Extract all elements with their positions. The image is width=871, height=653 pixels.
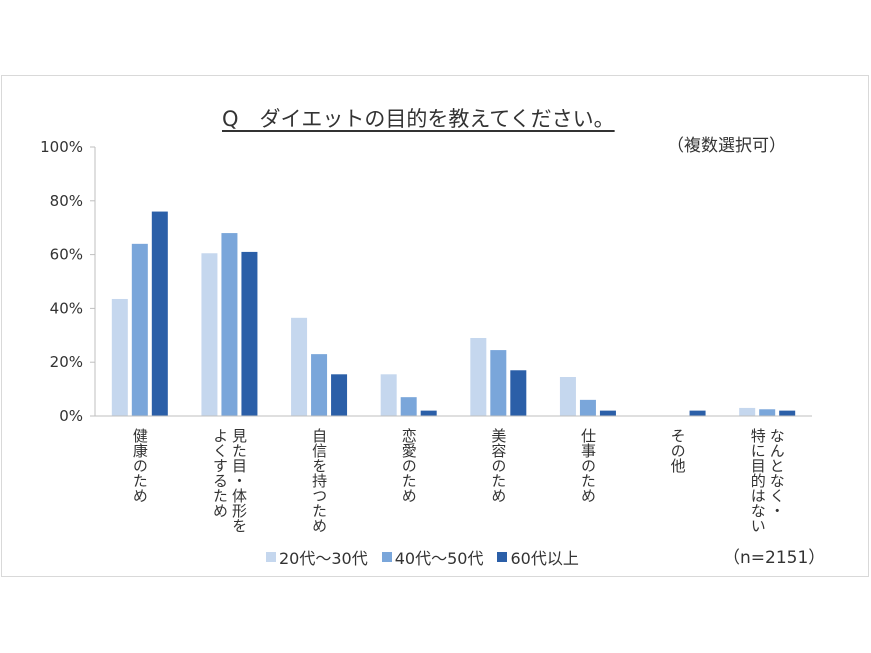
bar (559, 376, 576, 416)
legend-swatch (497, 552, 508, 562)
bar (201, 253, 218, 416)
legend-item: 40代〜50代 (381, 545, 484, 569)
sample-size-note: （n=2151） (723, 548, 826, 568)
bar (490, 350, 507, 416)
y-tick-label: 40% (50, 299, 83, 317)
bar (131, 243, 148, 416)
chart-title: Q ダイエットの目的を教えてください。 (222, 107, 615, 131)
x-category-label: 美容のため (489, 428, 507, 503)
bar (151, 211, 168, 416)
y-tick-label: 80% (50, 192, 83, 210)
bar (420, 410, 437, 416)
bar (579, 399, 596, 416)
bar (739, 407, 756, 416)
y-axis: 0% 20% 40% 60% 80% 100% (40, 138, 96, 425)
x-category-label: その他 (669, 428, 687, 474)
y-tick-label: 0% (59, 407, 83, 425)
x-category-label: 見た目・体形を (230, 428, 248, 533)
bars (111, 211, 796, 416)
y-tick-label: 20% (50, 353, 83, 371)
x-category-label: 恋愛のため (400, 427, 418, 503)
legend-label: 60代以上 (510, 549, 579, 568)
bar (779, 410, 796, 416)
x-category-label: なんとなく・ (768, 428, 786, 518)
bar (599, 410, 616, 416)
x-category-label: 仕事のため (579, 428, 597, 503)
bar (331, 374, 348, 416)
x-category-label: 自信を持つため (310, 428, 328, 533)
chart-subtitle: （複数選択可） (667, 136, 786, 156)
x-category-label: よくするため (211, 428, 229, 518)
bar (759, 409, 776, 416)
x-category-label: 特に目的はない (749, 428, 767, 533)
bar (400, 397, 417, 416)
bar (111, 298, 128, 416)
x-category-label: 健康のため (131, 428, 149, 503)
legend-swatch (381, 552, 392, 562)
legend-item: 20代〜30代 (266, 545, 368, 569)
bar (470, 337, 487, 416)
legend-label: 40代〜50代 (394, 549, 484, 568)
bar (221, 233, 238, 416)
bar (311, 354, 328, 416)
bar (689, 410, 706, 416)
y-tick-label: 60% (50, 246, 83, 264)
legend-label: 20代〜30代 (279, 549, 368, 568)
bar (380, 374, 397, 416)
bar (241, 251, 258, 416)
bar (291, 317, 308, 416)
y-tick-label: 100% (40, 138, 83, 156)
legend-swatch (266, 552, 276, 562)
bar (510, 370, 527, 416)
legend-item: 60代以上 (497, 545, 579, 569)
legend: 20代〜30代 40代〜50代 60代以上 (266, 545, 579, 569)
